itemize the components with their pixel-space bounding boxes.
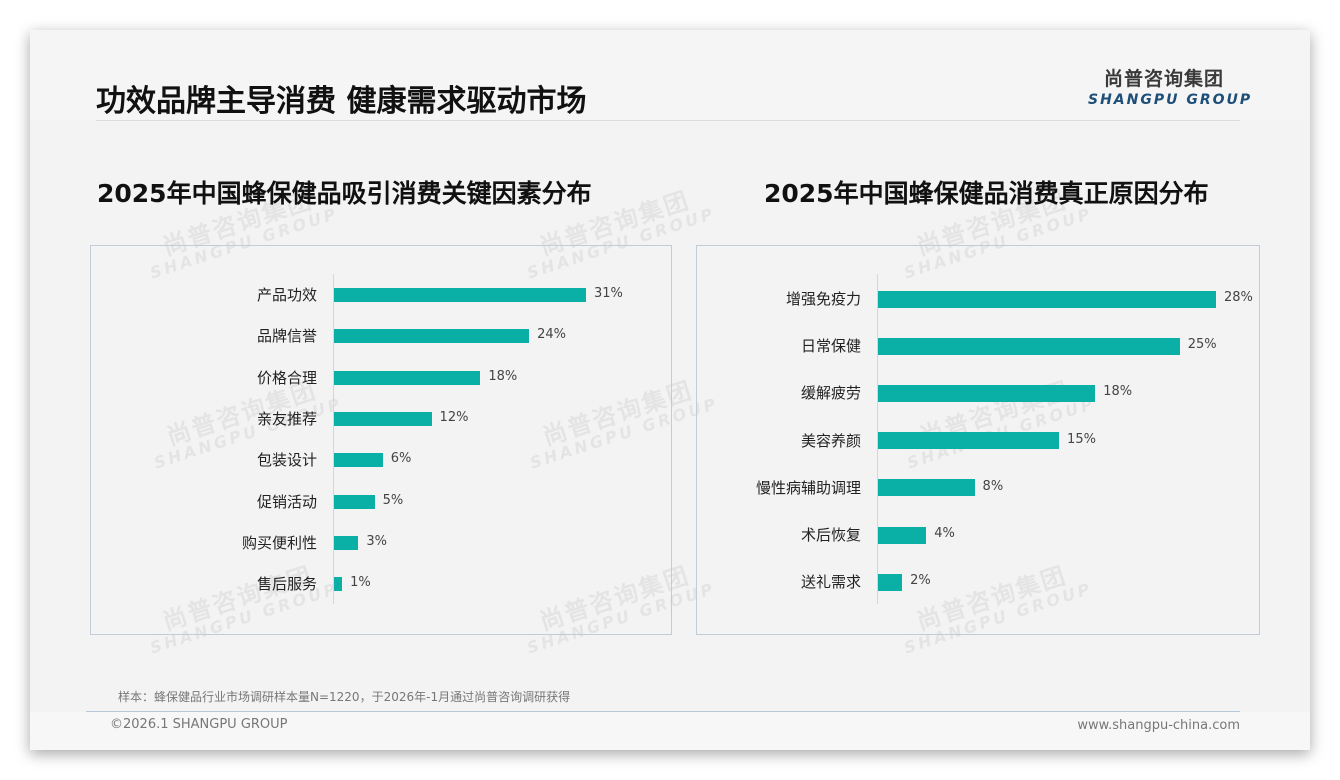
chart-bar-row: 售后服务 1% xyxy=(91,573,671,597)
data-bar xyxy=(334,329,530,344)
category-label: 促销活动 xyxy=(256,492,317,511)
chart-bar-row: 亲友推荐 12% xyxy=(91,408,671,432)
value-label: 6% xyxy=(390,451,412,467)
page-title: 功效品牌主导消费 健康需求驱动市场 xyxy=(96,84,587,119)
category-label: 增强免疫力 xyxy=(785,290,861,308)
footer-band xyxy=(30,712,1310,750)
category-label: 送礼需求 xyxy=(800,573,861,592)
category-label: 美容养颜 xyxy=(800,431,861,450)
chart-bar-row: 美容养颜 15% xyxy=(697,430,1259,454)
copyright-text: ©2026.1 SHANGPU GROUP xyxy=(110,717,288,732)
logo-en-text: SHANGPU GROUP xyxy=(1088,92,1253,108)
right-chart-title: 2025年中国蜂保健品消费真正原因分布 xyxy=(764,179,1209,208)
data-bar xyxy=(334,288,587,302)
data-bar xyxy=(334,494,375,509)
chart-bar-row: 促销活动 5% xyxy=(91,491,671,515)
data-bar xyxy=(334,453,383,468)
chart-bar-row: 产品功效 31% xyxy=(91,284,671,308)
sample-footnote: 样本：蜂保健品行业市场调研样本量N=1220，于2026年-1月通过尚普咨询调研… xyxy=(118,690,571,704)
chart-bar-row: 术后恢复 4% xyxy=(697,524,1259,548)
logo-cn-text: 尚普咨询集团 xyxy=(1103,68,1224,90)
value-label: 15% xyxy=(1067,431,1096,447)
category-label: 售后服务 xyxy=(256,575,317,594)
data-bar xyxy=(334,370,481,385)
website-link[interactable]: www.shangpu-china.com xyxy=(1077,718,1240,733)
value-label: 25% xyxy=(1187,337,1217,353)
chart-bar-row: 品牌信誉 24% xyxy=(91,325,671,349)
category-label: 产品功效 xyxy=(256,286,317,304)
data-bar xyxy=(878,432,1060,450)
slide: 功效品牌主导消费 健康需求驱动市场 尚普咨询集团 SHANGPU GROUP 尚… xyxy=(30,30,1310,750)
category-label: 慢性病辅助调理 xyxy=(755,478,861,497)
chart-bar-row: 日常保健 25% xyxy=(697,335,1259,359)
category-label: 术后恢复 xyxy=(800,526,861,544)
chart-bar-row: 增强免疫力 28% xyxy=(697,288,1259,312)
value-label: 1% xyxy=(350,575,371,591)
data-bar xyxy=(878,337,1180,355)
data-bar xyxy=(878,290,1216,308)
left-chart-title: 2025年中国蜂保健品吸引消费关键因素分布 xyxy=(97,179,592,208)
right-chart-frame: 增强免疫力 28% 日常保健 25% 缓解疲劳 18% 美容养颜 15% 慢性病辅助调理 8% 术后… xyxy=(696,245,1260,635)
value-label: 18% xyxy=(488,368,518,384)
category-label: 价格合理 xyxy=(256,368,317,387)
chart-bar-row: 慢性病辅助调理 8% xyxy=(697,477,1259,501)
category-label: 日常保健 xyxy=(800,337,861,356)
data-bar xyxy=(878,479,975,497)
left-chart-frame: 产品功效 31% 品牌信誉 24% 价格合理 18% 亲友推荐 12% 包装设计 6% 促销活动 5%… xyxy=(90,245,672,635)
chart-bar-row: 价格合理 18% xyxy=(91,367,671,391)
data-bar xyxy=(334,577,343,592)
value-label: 3% xyxy=(366,533,387,549)
category-label: 包装设计 xyxy=(256,451,317,470)
right-chart-axis xyxy=(877,274,878,604)
value-label: 12% xyxy=(439,409,469,425)
left-chart-axis xyxy=(333,274,334,604)
data-bar xyxy=(878,384,1096,402)
value-label: 24% xyxy=(537,327,567,343)
data-bar xyxy=(334,535,359,550)
value-label: 2% xyxy=(910,573,931,589)
category-label: 亲友推荐 xyxy=(256,409,317,428)
header-band xyxy=(30,30,1310,120)
value-label: 8% xyxy=(982,478,1004,494)
footer-divider xyxy=(86,711,1240,712)
value-label: 5% xyxy=(382,492,404,508)
value-label: 4% xyxy=(934,526,955,541)
title-divider xyxy=(96,120,1240,121)
chart-bar-row: 送礼需求 2% xyxy=(697,571,1259,595)
value-label: 18% xyxy=(1103,384,1133,400)
category-label: 购买便利性 xyxy=(241,533,317,552)
data-bar xyxy=(878,573,903,591)
value-label: 28% xyxy=(1223,290,1253,305)
chart-bar-row: 包装设计 6% xyxy=(91,449,671,473)
category-label: 品牌信誉 xyxy=(256,327,317,346)
value-label: 31% xyxy=(594,286,623,301)
chart-bar-row: 缓解疲劳 18% xyxy=(697,382,1259,406)
chart-bar-row: 购买便利性 3% xyxy=(91,532,671,556)
data-bar xyxy=(334,411,432,426)
category-label: 缓解疲劳 xyxy=(800,384,861,403)
data-bar xyxy=(878,526,927,544)
company-logo: 尚普咨询集团 SHANGPU GROUP xyxy=(1088,64,1253,108)
